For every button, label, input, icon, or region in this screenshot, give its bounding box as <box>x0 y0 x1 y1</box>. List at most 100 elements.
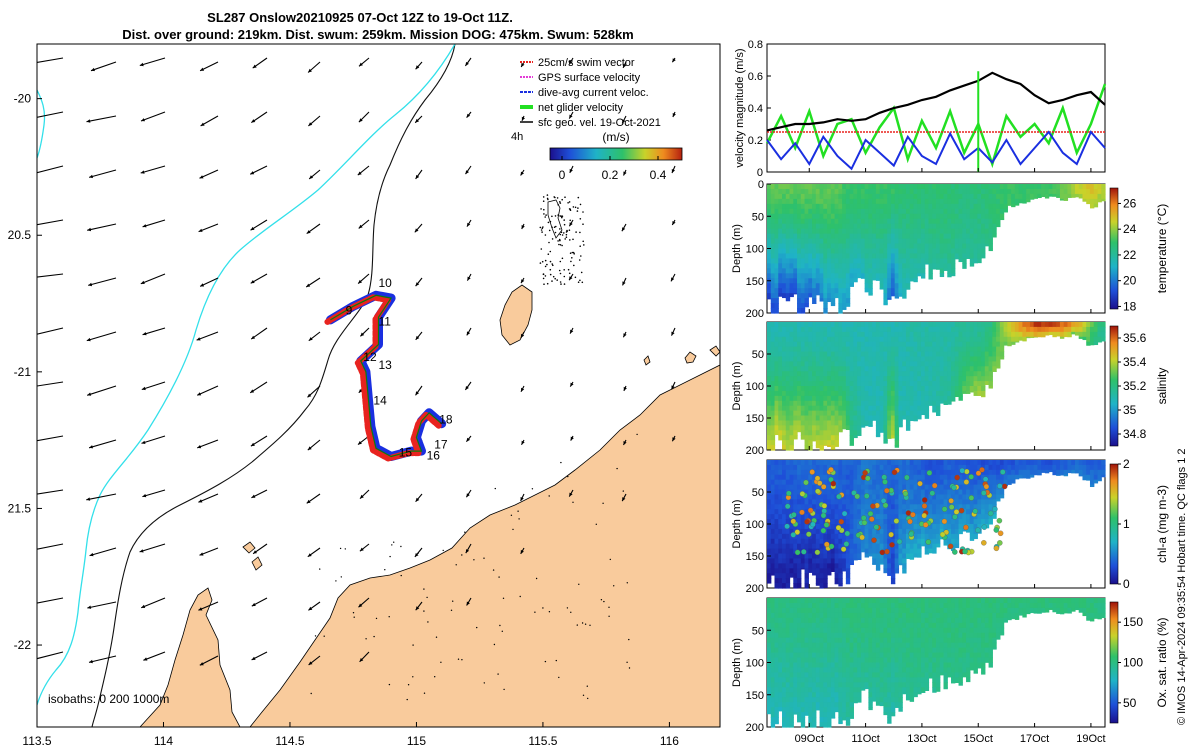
section-cell <box>969 381 975 387</box>
section-cell <box>785 430 791 436</box>
velocity-arrowhead <box>358 224 363 229</box>
section-cell <box>875 509 881 515</box>
section-cell <box>785 331 791 338</box>
section-cell <box>973 524 978 530</box>
section-cell <box>943 188 948 195</box>
section-cell <box>996 326 1001 333</box>
section-cell <box>774 430 779 436</box>
section-cell <box>853 263 858 269</box>
section-cell <box>1011 203 1016 208</box>
section-cell <box>770 504 776 510</box>
section-cell <box>819 381 824 387</box>
velocity-arrowhead <box>199 552 204 556</box>
section-cell <box>827 268 832 274</box>
section-cell <box>804 573 809 579</box>
section-cell <box>797 578 802 584</box>
section-cbar-label: 34.8 <box>1123 427 1147 441</box>
map-ytick-label: -21 <box>14 365 32 379</box>
section-cell <box>808 331 813 338</box>
section-cell <box>917 460 922 466</box>
velocity-arrowhead <box>200 122 205 126</box>
velocity-arrow <box>142 219 166 228</box>
section-cell <box>793 400 798 407</box>
section-cell <box>830 366 836 372</box>
island-dot <box>455 564 457 566</box>
section-cell <box>981 213 986 220</box>
section-cell <box>849 371 854 377</box>
section-cell <box>842 351 847 358</box>
section-cell <box>778 395 783 402</box>
section-cell <box>1003 464 1008 471</box>
section-cell <box>808 233 813 240</box>
section-cell <box>988 248 993 252</box>
velocity-arrowhead <box>358 389 363 393</box>
section-cell <box>808 479 813 486</box>
section-cell <box>804 366 809 372</box>
velocity-arrowhead <box>466 113 471 118</box>
section-cell <box>939 528 945 535</box>
section-cell <box>966 218 971 225</box>
section-cell <box>849 528 854 535</box>
section-cell <box>770 356 776 362</box>
section-cell <box>887 499 892 505</box>
section-cell <box>834 253 839 260</box>
section-cell <box>958 371 963 377</box>
section-cell <box>890 356 896 362</box>
section-cell <box>920 331 926 338</box>
section-cell <box>872 263 877 269</box>
section-cell <box>797 198 802 205</box>
section-cell <box>954 464 960 471</box>
section-cell <box>954 351 960 358</box>
section-cell <box>943 484 948 491</box>
section-cell <box>823 371 828 377</box>
section-cell <box>782 268 787 274</box>
section-cell <box>1014 474 1020 480</box>
section-cell <box>793 243 798 250</box>
section-cell <box>924 336 930 343</box>
section-cell <box>782 346 787 353</box>
section-cell <box>1052 193 1057 197</box>
section-cell <box>872 356 877 362</box>
section-cell <box>804 303 809 308</box>
island-dot <box>589 624 591 626</box>
section-cell <box>939 474 945 481</box>
section-cell <box>853 386 858 392</box>
section-cell <box>842 238 847 245</box>
section-ytick-label: 0 <box>758 179 764 191</box>
section-cell <box>1033 331 1038 338</box>
section-cell <box>939 273 945 278</box>
section-cell <box>823 336 828 343</box>
section-cell <box>767 258 772 264</box>
section-cell <box>770 263 776 269</box>
section-cell <box>875 519 881 525</box>
section-cell <box>849 499 854 505</box>
section-cell <box>849 203 854 210</box>
velocity-arrowhead <box>31 385 35 389</box>
section-cell <box>797 494 802 500</box>
section-cell <box>827 528 832 535</box>
section-cell <box>872 499 877 505</box>
velocity-arrowhead <box>200 283 205 287</box>
section-cell <box>853 524 858 530</box>
section-cell <box>793 381 798 387</box>
section-cell <box>875 361 881 367</box>
section-cell <box>936 253 941 260</box>
section-cell <box>928 386 933 392</box>
glider-track <box>324 290 447 462</box>
section-cell <box>827 253 832 260</box>
section-cell <box>902 243 907 250</box>
section-cell <box>853 538 858 545</box>
section-cell <box>767 298 772 300</box>
section-cell <box>819 538 824 545</box>
section-cell <box>830 524 836 530</box>
section-cell <box>868 248 873 255</box>
section-cell <box>774 514 779 520</box>
section-cell <box>898 558 903 564</box>
section-cell <box>909 538 915 545</box>
velocity-arrowhead <box>308 68 312 73</box>
section-cell <box>932 543 937 550</box>
section-cell <box>920 203 926 210</box>
section-cell <box>778 538 783 545</box>
section-cell <box>890 188 896 195</box>
section-cell <box>767 218 772 225</box>
